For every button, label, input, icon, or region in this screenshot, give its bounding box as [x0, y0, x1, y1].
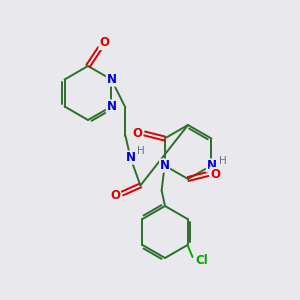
Text: N: N — [206, 159, 216, 172]
Text: O: O — [133, 127, 142, 140]
Text: N: N — [160, 159, 170, 172]
Text: N: N — [125, 151, 135, 164]
Text: H: H — [136, 146, 144, 157]
Text: N: N — [106, 100, 116, 113]
Text: O: O — [110, 189, 120, 202]
Text: O: O — [99, 37, 109, 50]
Text: O: O — [210, 167, 220, 181]
Text: N: N — [106, 73, 116, 86]
Text: H: H — [218, 155, 226, 166]
Text: Cl: Cl — [195, 254, 208, 268]
